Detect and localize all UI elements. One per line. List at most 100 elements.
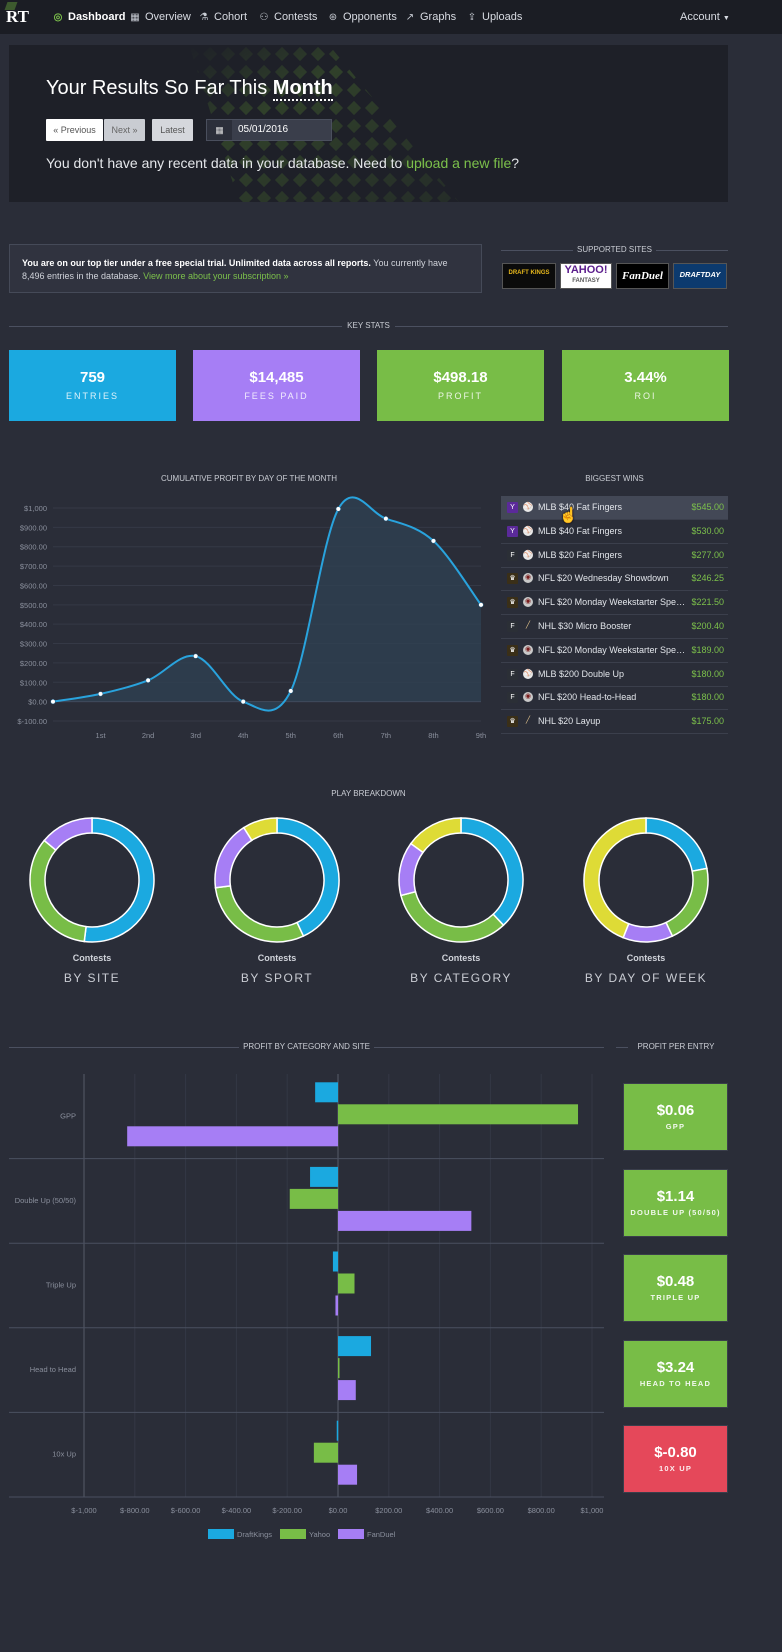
biggest-win-row[interactable]: F ⚾ MLB $20 Fat Fingers $277.00	[501, 544, 728, 568]
legend-label[interactable]: DraftKings	[237, 1530, 272, 1539]
biggest-win-row[interactable]: ♛ ◉ NFL $20 Wednesday Showdown $246.25	[501, 567, 728, 592]
brand-logo[interactable]: RT	[6, 7, 30, 26]
legend-label[interactable]: Yahoo	[309, 1530, 330, 1539]
donut-segment[interactable]	[645, 817, 708, 873]
ppe-value: $3.24	[656, 1359, 695, 1376]
upload-link[interactable]: upload a new file	[406, 155, 512, 171]
biggest-win-row[interactable]: F ◉ NFL $200 Head-to-Head $180.00	[501, 686, 728, 711]
data-point[interactable]	[383, 516, 389, 522]
previous-button[interactable]: « Previous	[46, 119, 103, 141]
bar-draftkings[interactable]	[336, 1420, 339, 1441]
football-icon: ◉	[523, 692, 533, 703]
biggest-win-row[interactable]: Y ⚾ MLB $40 Fat Fingers $545.00	[501, 496, 728, 520]
donut-segment[interactable]	[242, 817, 278, 842]
nav-opponents[interactable]: ⊛ Opponents	[327, 0, 397, 34]
stat-label: ROI	[634, 391, 657, 401]
football-icon: ◉	[523, 644, 533, 655]
data-point[interactable]	[145, 677, 151, 683]
bar-yahoo[interactable]	[338, 1104, 579, 1125]
donut-segment[interactable]	[276, 817, 340, 938]
donut-segment[interactable]	[583, 817, 647, 939]
data-point[interactable]	[478, 602, 484, 608]
bar-fanduel[interactable]	[338, 1464, 358, 1485]
y-tick-label: $800.00	[20, 543, 47, 552]
biggest-win-row[interactable]: ♛ ◉ NFL $20 Monday Weekstarter Special $221…	[501, 591, 728, 616]
date-picker[interactable]: ▦ 05/01/2016	[206, 119, 332, 141]
biggest-win-row[interactable]: ♛ ◉ NFL $20 Monday Weekstarter Special $189…	[501, 639, 728, 663]
baseball-icon: ⚾	[523, 525, 533, 536]
x-tick-label: $-1,000	[71, 1506, 96, 1515]
donut-title: BY SITE	[63, 971, 121, 985]
donut-segment[interactable]	[665, 867, 709, 938]
latest-button[interactable]: Latest	[152, 119, 193, 141]
ppe-value: $-0.80	[654, 1444, 697, 1461]
nav-dashboard[interactable]: ◎ Dashboard	[52, 0, 126, 34]
x-tick-label: $0.00	[329, 1506, 348, 1515]
bar-fanduel[interactable]	[127, 1126, 339, 1147]
bar-fanduel[interactable]	[338, 1380, 356, 1401]
nav-cohort[interactable]: ⚗ Cohort	[198, 0, 248, 34]
legend-label[interactable]: FanDuel	[367, 1530, 396, 1539]
data-point[interactable]	[430, 538, 436, 544]
notice-text: You currently have 8,496 entries in the …	[22, 258, 448, 281]
account-label: Account	[680, 11, 720, 23]
nav-graphs[interactable]: ↗ Graphs	[404, 0, 456, 34]
bar-draftkings[interactable]	[310, 1166, 338, 1187]
bar-yahoo[interactable]	[313, 1442, 338, 1463]
data-point[interactable]	[240, 699, 246, 705]
x-tick-label: $200.00	[375, 1506, 402, 1515]
hockey-icon: ╱	[525, 622, 531, 629]
biggest-win-row[interactable]: F ⚾ MLB $200 Double Up $180.00	[501, 663, 728, 687]
donut-segment[interactable]	[400, 890, 505, 943]
donut-segment[interactable]	[29, 839, 87, 943]
donut-segment[interactable]	[398, 842, 425, 897]
biggest-win-row[interactable]: F ╱ NHL $30 Micro Booster $200.40	[501, 615, 728, 639]
donut-segment[interactable]	[43, 817, 93, 852]
donut-segment[interactable]	[460, 817, 524, 927]
donut-segment[interactable]	[214, 826, 253, 889]
subscription-notice: You are on our top tier under a free spe…	[9, 244, 482, 293]
logo-text: FanDuel	[622, 270, 663, 282]
area-fill	[53, 497, 481, 711]
data-point[interactable]	[50, 699, 56, 705]
bar-yahoo[interactable]	[338, 1358, 340, 1379]
bar-draftkings[interactable]	[332, 1251, 338, 1272]
caret-down-icon: ▼	[722, 15, 730, 22]
period-selector[interactable]: Month	[272, 77, 333, 101]
donut-title: BY CATEGORY	[410, 971, 512, 985]
bar-yahoo[interactable]	[289, 1188, 338, 1209]
bar-yahoo[interactable]	[338, 1273, 355, 1294]
biggest-win-row[interactable]: ♛ ╱ NHL $20 Layup $175.00	[501, 710, 728, 735]
subscription-link[interactable]: View more about your subscription »	[143, 271, 289, 281]
nav-uploads[interactable]: ⇪ Uploads	[466, 0, 523, 34]
data-point[interactable]	[98, 691, 104, 697]
data-point[interactable]	[288, 688, 294, 694]
win-amount: $175.00	[691, 716, 724, 727]
data-point[interactable]	[335, 506, 341, 512]
draftkings-logo: DRAFT KINGS	[502, 263, 556, 289]
x-tick-label: 4th	[238, 731, 248, 740]
bar-draftkings[interactable]	[338, 1336, 372, 1357]
message-suffix: ?	[511, 155, 520, 171]
nav-contests[interactable]: ⚇ Contests	[258, 0, 318, 34]
bar-draftkings[interactable]	[315, 1082, 338, 1103]
account-menu[interactable]: Account ▼	[680, 0, 730, 34]
x-tick-label: $400.00	[426, 1506, 453, 1515]
nav-overview[interactable]: ▦ Overview	[129, 0, 191, 34]
heading-text: PROFIT PER ENTRY	[637, 1042, 715, 1051]
bar-fanduel[interactable]	[338, 1210, 472, 1231]
x-tick-label: 2nd	[142, 731, 155, 740]
donut-segment[interactable]	[409, 817, 462, 854]
donut-segment[interactable]	[83, 817, 155, 943]
bar-fanduel[interactable]	[335, 1295, 338, 1316]
draftkings-icon: ♛	[507, 597, 518, 609]
win-contest-name: NHL $20 Layup	[538, 716, 601, 727]
heading-text: SUPPORTED SITES	[577, 245, 652, 254]
donut-segment[interactable]	[214, 885, 305, 943]
next-button[interactable]: Next »	[104, 119, 145, 141]
data-point[interactable]	[193, 653, 199, 659]
contests-icon: ⚇	[259, 12, 269, 23]
biggest-win-row[interactable]: Y ⚾ MLB $40 Fat Fingers $530.00	[501, 520, 728, 544]
donut-segment[interactable]	[622, 921, 674, 943]
calendar-icon: ▦	[207, 120, 232, 140]
